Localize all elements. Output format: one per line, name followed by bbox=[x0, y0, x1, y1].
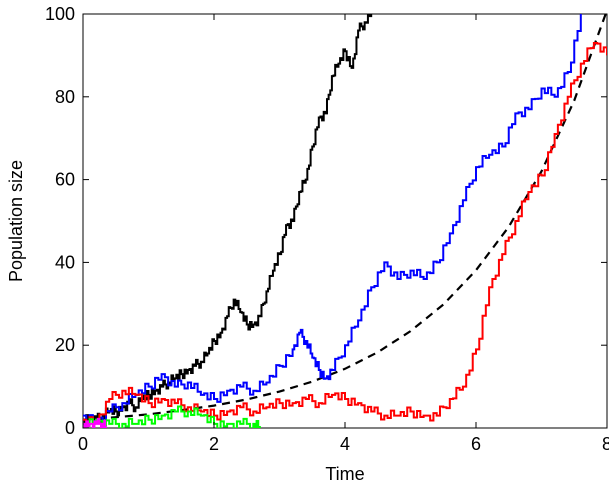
series-layer bbox=[83, 14, 607, 428]
x-tick-label: 2 bbox=[209, 434, 219, 454]
y-tick-label: 100 bbox=[45, 4, 75, 24]
x-axis-label: Time bbox=[325, 464, 364, 484]
series-line-1 bbox=[83, 14, 373, 425]
series-line-0 bbox=[83, 14, 607, 421]
x-tick-label: 6 bbox=[471, 434, 481, 454]
y-tick-label: 80 bbox=[55, 87, 75, 107]
y-tick-label: 40 bbox=[55, 252, 75, 272]
plot-frame bbox=[82, 13, 608, 429]
series-line-2 bbox=[83, 14, 582, 423]
x-tick-label: 4 bbox=[340, 434, 350, 454]
y-tick-label: 0 bbox=[65, 418, 75, 438]
y-tick-label: 60 bbox=[55, 170, 75, 190]
series-line-4 bbox=[83, 405, 261, 428]
series-line-5 bbox=[83, 417, 107, 428]
series-line-3 bbox=[83, 41, 607, 426]
x-tick-label: 8 bbox=[602, 434, 609, 454]
y-axis-label: Population size bbox=[6, 160, 26, 282]
y-tick-label: 20 bbox=[55, 335, 75, 355]
x-tick-label: 0 bbox=[78, 434, 88, 454]
